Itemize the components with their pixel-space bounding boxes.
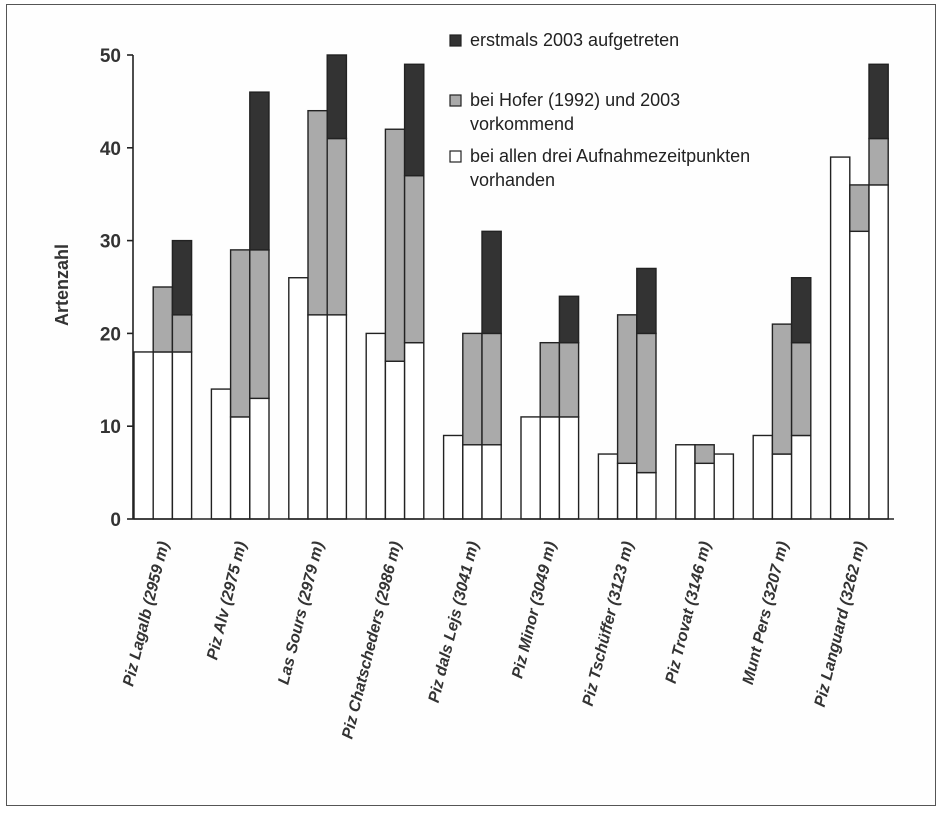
bar-segment xyxy=(771,323,793,455)
bar-segment xyxy=(616,314,638,465)
legend-swatch xyxy=(449,94,462,107)
bar-segment xyxy=(171,239,193,316)
x-tick-label: Piz Minor (3049 m) xyxy=(509,540,559,680)
bar-segment xyxy=(462,332,483,446)
bar-segment xyxy=(384,360,406,520)
bar-segment xyxy=(790,277,812,344)
bar-segment xyxy=(849,184,870,233)
bar-segment xyxy=(481,332,502,446)
bar-segment xyxy=(829,156,851,520)
bar-segment xyxy=(442,434,464,520)
legend-label: bei Hofer (1992) und 2003 xyxy=(470,90,680,110)
bar-segment xyxy=(558,295,580,344)
bar-segment xyxy=(558,341,580,418)
legend-swatch xyxy=(449,150,462,163)
y-tick-label: 10 xyxy=(100,417,121,438)
y-tick-label: 30 xyxy=(100,232,121,253)
bar-segment xyxy=(171,314,193,353)
bar-segment xyxy=(229,416,251,520)
bar-segment xyxy=(462,444,483,520)
x-tick-label: Piz Trovat (3146 m) xyxy=(663,540,715,685)
bar-segment xyxy=(868,137,889,186)
y-axis-title: Artenzahl xyxy=(52,244,72,326)
bar-segment xyxy=(229,249,251,418)
bar-segment xyxy=(133,351,154,520)
bar-segment xyxy=(868,63,889,140)
bar-segment xyxy=(152,351,174,520)
bar-segment xyxy=(539,416,561,520)
x-tick-label: Las Sours (2979 m) xyxy=(275,540,327,686)
bar-segment xyxy=(868,184,889,520)
x-tick-label: Piz Chatscheders (2986 m) xyxy=(339,540,405,741)
bar-segment xyxy=(636,332,657,474)
bar-segment xyxy=(481,230,502,335)
x-tick-label: Piz dals Lejs (3041 m) xyxy=(426,540,483,705)
y-tick-label: 50 xyxy=(100,46,121,67)
bar-segment xyxy=(384,128,406,362)
y-tick-label: 40 xyxy=(100,139,121,160)
bar-segment xyxy=(790,341,812,437)
bar-segment xyxy=(713,453,735,520)
bar-segment xyxy=(597,453,619,520)
bar-segment xyxy=(326,137,348,316)
bar-segment xyxy=(849,230,870,520)
bar-segment xyxy=(520,416,541,520)
bar-segment xyxy=(636,471,657,520)
bar-segment xyxy=(326,314,348,520)
bar-segment xyxy=(210,388,232,520)
legend-label: erstmals 2003 aufgetreten xyxy=(470,30,679,50)
bar-segment xyxy=(365,332,387,520)
bar-segment xyxy=(481,444,502,520)
y-tick-label: 0 xyxy=(110,510,121,531)
bar-segment xyxy=(403,63,425,177)
bar-segment xyxy=(752,434,774,520)
bar-segment xyxy=(694,444,715,465)
x-tick-label: Piz Tschüffer (3123 m) xyxy=(580,540,637,708)
bar-segment xyxy=(307,314,328,520)
bar-segment xyxy=(790,434,812,520)
bar-segment xyxy=(288,277,309,520)
bar-segment xyxy=(403,341,425,520)
bar-segment xyxy=(403,174,425,344)
bar-segment xyxy=(249,249,270,400)
bars xyxy=(133,54,889,520)
y-tick-label: 20 xyxy=(100,324,121,345)
bar-segment xyxy=(694,462,715,520)
x-tick-label: Piz Alv (2975 m) xyxy=(204,540,250,662)
legend-label: bei allen drei Aufnahmezeitpunkten xyxy=(470,146,750,166)
bar-segment xyxy=(307,109,328,316)
bar-segment xyxy=(249,91,270,251)
x-axis: Piz Lagalb (2959 m) Piz Alv (2975 m) Las S… xyxy=(120,518,894,741)
bar-segment xyxy=(675,444,696,520)
bar-segment xyxy=(539,341,561,418)
x-tick-label: Munt Pers (3207 m) xyxy=(740,540,792,686)
x-tick-label: Piz Lagalb (2959 m) xyxy=(120,540,172,688)
bar-segment xyxy=(558,416,580,520)
legend-swatch xyxy=(449,34,462,47)
bar-segment xyxy=(616,462,638,520)
bar-segment xyxy=(152,286,174,353)
bar-segment xyxy=(171,351,193,520)
legend: erstmals 2003 aufgetreten bei Hofer (1992… xyxy=(449,30,750,190)
legend-label: vorhanden xyxy=(470,170,555,190)
legend-label: vorkommend xyxy=(470,114,574,134)
x-tick-label: Piz Languard (3262 m) xyxy=(812,540,870,709)
bar-segment xyxy=(249,397,270,520)
y-axis: 0 10 20 30 40 50 xyxy=(100,46,134,531)
bar-segment xyxy=(771,453,793,520)
bar-segment xyxy=(326,54,348,140)
bar-segment xyxy=(636,267,657,335)
